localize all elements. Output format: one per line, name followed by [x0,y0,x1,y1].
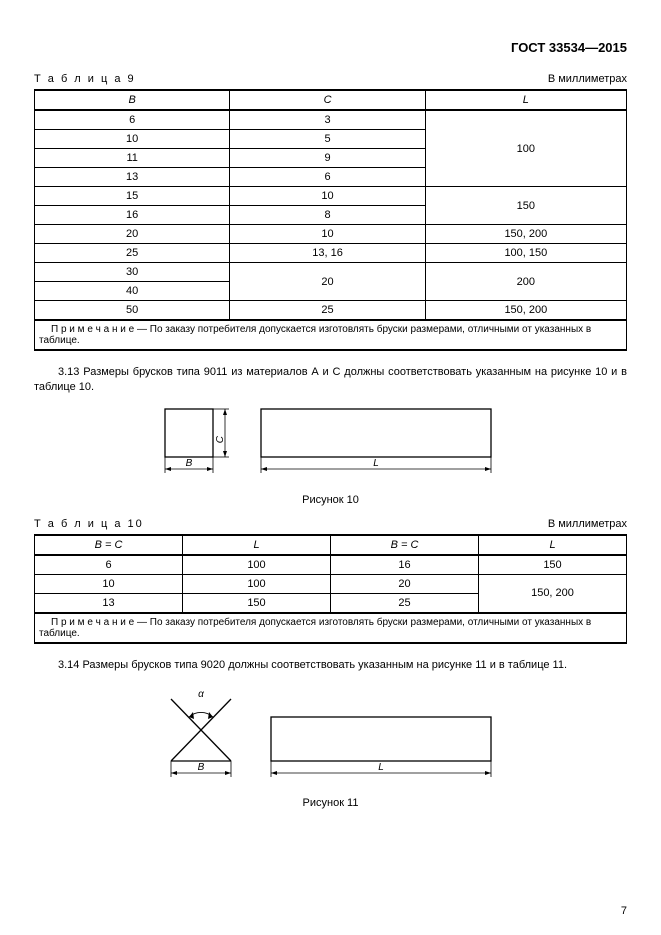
table-row: 30 20 200 [35,263,627,282]
table9-col-c: C [230,90,425,110]
table10-col-3: B = C [331,535,479,555]
figure-11-caption: Рисунок 11 [34,797,627,809]
fig10-b-label: B [185,458,192,469]
table9-note-row: П р и м е ч а н и е — По заказу потребит… [35,320,627,350]
fig10-c-label: C [215,435,226,443]
table-row: 10 100 20 150, 200 [35,574,627,593]
table10-note: П р и м е ч а н и е — По заказу потребит… [35,613,627,643]
table-row: 15 10 150 [35,187,627,206]
fig11-alpha-label: α [198,689,204,700]
table10-col-4: L [479,535,627,555]
para-3-13: 3.13 Размеры брусков типа 9011 из матери… [34,365,627,395]
table-row: 50 25 150, 200 [35,301,627,321]
figure-10-caption: Рисунок 10 [34,494,627,506]
table9-caption: Т а б л и ц а 9 [34,73,136,85]
figure-10-svg: B C L [141,403,521,488]
table9-col-b: B [35,90,230,110]
fig10-l-label: L [373,458,379,469]
table10-col-2: L [183,535,331,555]
para-3-14: 3.14 Размеры брусков типа 9020 должны со… [34,658,627,673]
table10: B = C L B = C L 6 100 16 150 10 100 20 1… [34,534,627,644]
page: ГОСТ 33534—2015 Т а б л и ц а 9 В миллим… [0,0,661,935]
figure-11-svg: α B L [141,681,521,791]
table9-caption-row: Т а б л и ц а 9 В миллиметрах [34,73,627,85]
table10-caption: Т а б л и ц а 10 [34,518,144,530]
page-number: 7 [621,905,627,917]
table9-col-l: L [425,90,626,110]
table-row: 6 3 100 [35,110,627,130]
table-row: 6 100 16 150 [35,555,627,575]
table10-caption-row: Т а б л и ц а 10 В миллиметрах [34,518,627,530]
fig11-l-label: L [378,762,384,773]
table9-unit: В миллиметрах [548,73,627,85]
table-row: 20 10 150, 200 [35,225,627,244]
document-header: ГОСТ 33534—2015 [34,40,627,55]
figure-11: α B L [34,681,627,791]
figure-10: B C L [34,403,627,488]
table9-note: П р и м е ч а н и е — По заказу потребит… [35,320,627,350]
table10-col-1: B = C [35,535,183,555]
table10-unit: В миллиметрах [548,518,627,530]
table9: B C L 6 3 100 10 5 11 9 13 6 [34,89,627,351]
table10-note-row: П р и м е ч а н и е — По заказу потребит… [35,613,627,643]
table-row: 25 13, 16 100, 150 [35,244,627,263]
fig11-b-label: B [197,762,204,773]
